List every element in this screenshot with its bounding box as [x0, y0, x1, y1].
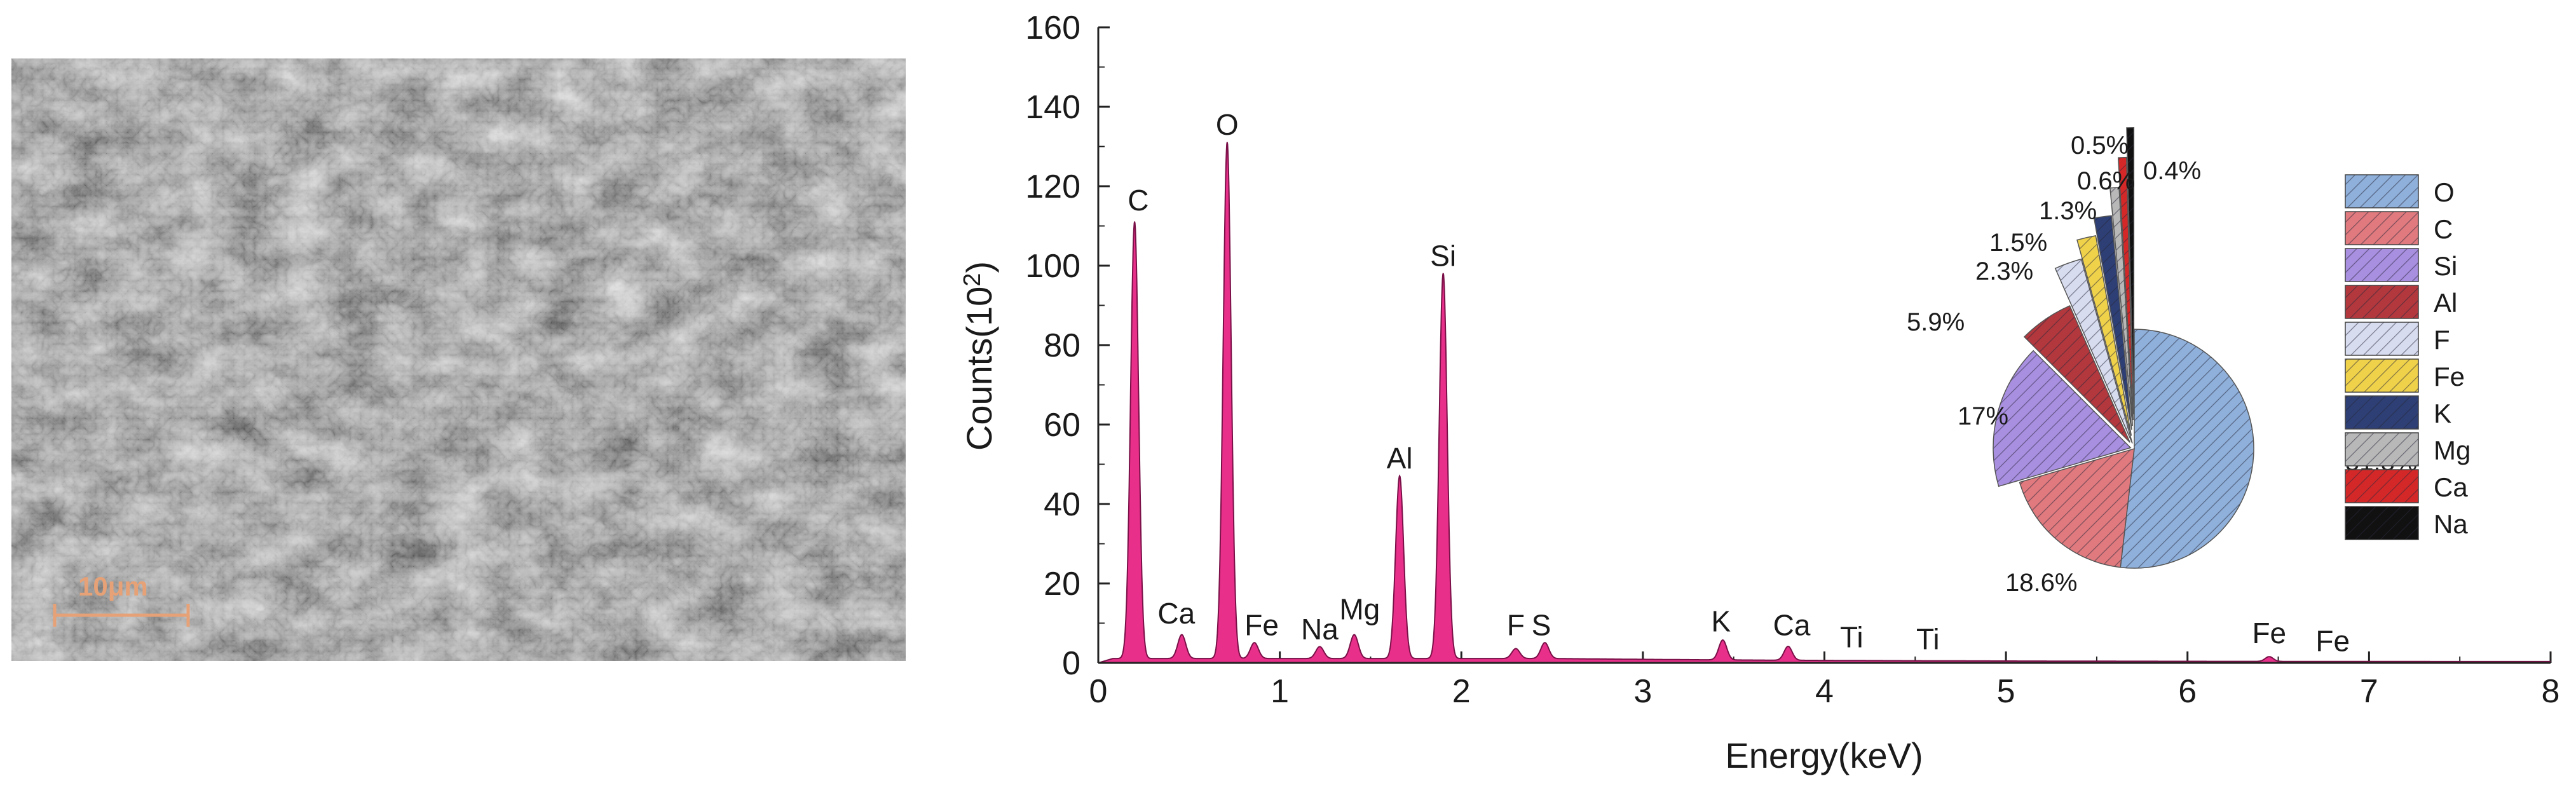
pie-label-fe: 1.5%: [1989, 229, 2047, 257]
legend-swatch-k: [2345, 395, 2419, 430]
peak-label: Na: [1301, 613, 1339, 646]
legend-swatch-ca: [2345, 469, 2419, 503]
legend-label-na: Na: [2434, 509, 2468, 539]
composition-pie: 51.8%18.6%17%5.9%2.3%1.5%1.3%0.6%0.5%0.4…: [1907, 127, 2417, 597]
pie-slice-k: [2093, 215, 2132, 430]
peak-label: Fe: [1244, 609, 1279, 642]
pie-label-k: 1.3%: [2039, 197, 2097, 225]
pie-label-si: 17%: [1958, 402, 2008, 430]
peak-label: Si: [1430, 239, 1456, 272]
pie-label-f: 2.3%: [1975, 257, 2033, 285]
peak-label: K: [1711, 604, 1731, 637]
x-tick-label: 7: [2360, 673, 2378, 710]
legend-label-ca: Ca: [2434, 472, 2468, 502]
y-tick-label: 140: [1025, 89, 1080, 126]
y-axis-title-main: Counts(10: [959, 287, 999, 451]
legend-swatch-al: [2345, 285, 2419, 319]
peak-label: Fe: [2252, 616, 2286, 650]
sem-micrograph: 10μm: [11, 58, 906, 661]
peak-label: O: [1216, 108, 1239, 141]
pie-slices: [1993, 127, 2254, 569]
sem-image: 10μm: [11, 58, 906, 661]
peak-label: F: [1507, 609, 1525, 642]
y-axis-title-close: ): [959, 261, 999, 273]
peak-label: Fe: [2315, 625, 2350, 658]
y-tick-labels: 0 20 40 60 80 100 120 140 160: [1025, 10, 1080, 682]
peak-label: C: [1128, 184, 1148, 217]
y-tick-label: 20: [1044, 566, 1080, 603]
x-tick-label: 2: [1452, 673, 1471, 710]
x-tick-label: 1: [1271, 673, 1289, 710]
pie-slice-na: [2126, 127, 2135, 415]
y-axis-title: Counts(102): [959, 261, 999, 451]
pie-label-mg: 0.6%: [2077, 167, 2135, 195]
spectrum-plot: 0 1 2 3 4 5 6 7 8 0 20 40 60 80 100 120 140 160 C Ca O Fe Na…: [959, 10, 2559, 775]
peak-label: S: [1532, 609, 1551, 642]
legend-label-c: C: [2434, 214, 2453, 244]
y-tick-label: 80: [1044, 327, 1080, 364]
pie-slice-al: [2023, 305, 2130, 443]
y-axis-title-sup: 2: [959, 273, 986, 287]
x-tick-label: 5: [1997, 673, 2015, 710]
pie-slice-ca: [2117, 156, 2134, 421]
scale-bar: 10μm: [53, 571, 190, 627]
peak-label: Ti: [1840, 620, 1864, 653]
peak-label: Ca: [1157, 597, 1195, 630]
legend-swatch-na: [2345, 506, 2419, 540]
scale-bar-label: 10μm: [78, 571, 148, 601]
legend-label-si: Si: [2434, 251, 2457, 281]
legend-swatch-fe: [2345, 358, 2419, 393]
x-tick-label: 6: [2178, 673, 2197, 710]
pie-label-c: 18.6%: [2005, 569, 2077, 597]
legend-label-f: F: [2434, 325, 2450, 355]
peak-label: Ca: [1773, 609, 1811, 642]
x-tick-labels: 0 1 2 3 4 5 6 7 8: [1089, 673, 2560, 710]
pie-slice-o: [2120, 329, 2254, 569]
legend-swatch-si: [2345, 248, 2419, 282]
legend-label-mg: Mg: [2434, 435, 2470, 465]
legend-label-fe: Fe: [2434, 362, 2465, 392]
legend-swatch-mg: [2345, 432, 2419, 467]
pie-slice-f: [2054, 258, 2133, 444]
pie-legend: OC Si Al F Fe K Mg Ca Na: [2345, 174, 2470, 540]
legend-swatch-o: [2345, 174, 2419, 208]
pie-label-al: 5.9%: [1907, 308, 1965, 336]
x-axis-title: Energy(keV): [1725, 735, 1923, 775]
y-tick-label: 100: [1025, 248, 1080, 285]
spectrum-line: [1098, 142, 2551, 664]
legend-label-k: K: [2434, 398, 2451, 428]
pie-slice-fe: [2076, 235, 2132, 436]
pie-label-ca: 0.5%: [2071, 132, 2129, 160]
axis-ticks: [1097, 26, 2552, 664]
pie-slice-si: [1993, 350, 2132, 487]
x-tick-label: 0: [1089, 673, 1108, 710]
pie-slice-mg: [2109, 186, 2134, 426]
legend-swatch-c: [2345, 211, 2419, 245]
y-tick-label: 40: [1044, 486, 1080, 523]
peak-label: Ti: [1916, 622, 1940, 655]
pie-label-na: 0.4%: [2143, 157, 2201, 185]
x-tick-label: 4: [1815, 673, 1834, 710]
x-tick-label: 3: [1633, 673, 1652, 710]
y-tick-label: 0: [1062, 645, 1080, 682]
peak-label: Mg: [1339, 593, 1380, 626]
y-tick-label: 120: [1025, 168, 1080, 205]
peak-label: Al: [1387, 442, 1413, 475]
legend-label-o: O: [2434, 177, 2455, 207]
spectrum-area: [1098, 142, 2551, 664]
legend-label-al: Al: [2434, 288, 2457, 318]
x-tick-label: 8: [2542, 673, 2560, 710]
y-tick-label: 160: [1025, 10, 1080, 46]
y-tick-label: 60: [1044, 407, 1080, 444]
legend-swatch-f: [2345, 322, 2419, 356]
pie-slice-c: [2019, 447, 2135, 568]
